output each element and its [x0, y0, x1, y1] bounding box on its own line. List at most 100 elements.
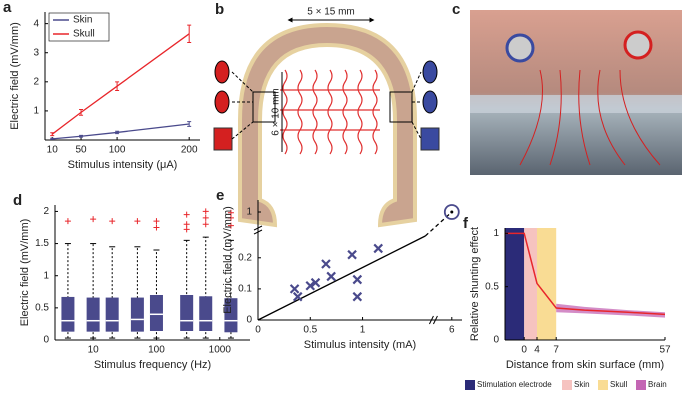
- y-axis-label: Electric field (mV/mm): [19, 219, 31, 327]
- electrode: [623, 30, 653, 60]
- x-tick-label: 4: [534, 345, 540, 356]
- y-tick-label: 0.5: [35, 302, 49, 313]
- legend-box: [48, 12, 110, 42]
- y-tick-label: 1.5: [35, 238, 49, 249]
- y-tick-label: 3: [33, 47, 39, 58]
- point: [347, 249, 357, 260]
- y-tick-label: 0.5: [485, 281, 499, 292]
- y-tick-label: 1: [33, 106, 39, 117]
- y-tick-label: 0.2: [238, 252, 252, 263]
- panel-label: f: [463, 215, 469, 232]
- x-axis-label: Distance from skin surface (mm): [506, 359, 664, 371]
- y-tick-label: 2: [33, 76, 39, 87]
- outlier: [227, 209, 234, 216]
- x-tick-label: 50: [75, 145, 87, 156]
- panel-label: d: [13, 192, 22, 209]
- point: [321, 259, 331, 269]
- legend-label: Skull: [73, 29, 95, 40]
- outlier: [109, 218, 116, 225]
- region: [505, 228, 525, 340]
- x-axis-label: Stimulus intensity (mA): [304, 339, 416, 351]
- box: [149, 295, 163, 331]
- legend-swatch: [562, 380, 572, 390]
- x-tick-label: 7: [553, 345, 559, 356]
- error-bar: [50, 137, 55, 140]
- electrode: [505, 33, 535, 63]
- outlier: [134, 218, 141, 225]
- inset-right: [389, 91, 413, 123]
- x-axis-label: Stimulus intensity (μA): [68, 159, 178, 171]
- x-tick-label: 1: [360, 325, 366, 336]
- error-bar: [115, 130, 120, 135]
- skull: [238, 22, 417, 228]
- y-tick-label: 0: [246, 315, 252, 326]
- y-axis-label: Relative shunting effect: [469, 227, 481, 341]
- error-bar: [50, 132, 55, 137]
- electrode-right: [420, 127, 440, 151]
- series-line: [52, 123, 190, 140]
- y-axis-label: Electric field (mV/mm): [9, 22, 21, 130]
- height-label: 6 × 10 mm: [271, 88, 282, 136]
- outlier: [153, 218, 160, 225]
- photo-bg: [470, 10, 682, 175]
- series-line: [51, 33, 190, 135]
- point: [326, 271, 336, 282]
- fit-line: [424, 211, 453, 237]
- error-bar: [187, 121, 192, 127]
- y-tick-label: 1: [246, 207, 252, 218]
- x-tick-label: 0: [255, 325, 261, 336]
- legend-label: Skull: [610, 380, 628, 389]
- point: [352, 274, 363, 285]
- plate: [470, 95, 682, 113]
- panel-label: b: [215, 1, 224, 18]
- x-tick-label: 0: [521, 345, 527, 356]
- wires: [519, 69, 661, 166]
- legend-swatch: [598, 380, 608, 390]
- outlier: [64, 218, 71, 225]
- box: [199, 296, 213, 331]
- outlier: [183, 211, 190, 218]
- electrode-left: [214, 60, 230, 84]
- outlier: [183, 226, 190, 233]
- x-axis-label: Stimulus frequency (Hz): [94, 359, 211, 371]
- box: [180, 295, 194, 331]
- x-tick-label: 10: [88, 345, 100, 356]
- y-tick-label: 1: [43, 270, 49, 281]
- inset-left: [252, 91, 276, 123]
- x-tick-label: 57: [659, 345, 671, 356]
- highlight-dot: [450, 210, 454, 214]
- connector: [231, 71, 422, 140]
- box: [130, 297, 144, 332]
- x-tick-label: 100: [109, 145, 126, 156]
- y-axis-label: Electric field (mV/mm): [222, 206, 234, 314]
- electrode-left: [213, 127, 233, 151]
- x-tick-label: 10: [47, 145, 59, 156]
- outlier: [227, 214, 234, 221]
- box: [61, 296, 75, 332]
- highlight: [443, 204, 460, 220]
- region: [524, 228, 537, 340]
- outlier: [153, 224, 160, 231]
- error-bar: [115, 81, 120, 92]
- x-tick-label: 6: [449, 325, 455, 336]
- point: [289, 284, 300, 294]
- box: [224, 298, 238, 333]
- outlier: [202, 208, 209, 215]
- point: [305, 281, 316, 291]
- electrode-grid: [280, 69, 380, 155]
- legend-label: Stimulation electrode: [477, 380, 552, 389]
- outlier: [227, 222, 234, 229]
- electrode-right: [422, 90, 438, 114]
- point: [292, 291, 303, 302]
- error-bar: [79, 134, 84, 138]
- box: [86, 297, 100, 332]
- legend-label: Brain: [648, 380, 667, 389]
- error-bar: [79, 108, 84, 116]
- fit-line: [257, 235, 426, 321]
- x-tick-label: 0.5: [303, 325, 317, 336]
- x-tick-label: 200: [181, 145, 198, 156]
- panel-label: a: [3, 0, 12, 16]
- point: [373, 243, 384, 254]
